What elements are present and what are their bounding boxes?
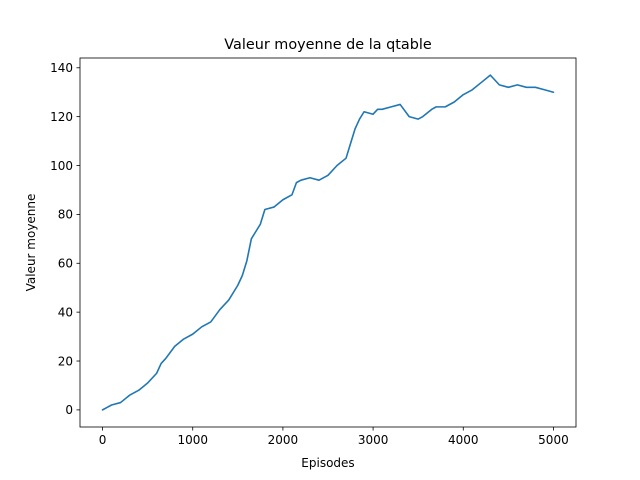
chart-title: Valeur moyenne de la qtable [224,37,432,53]
y-tick-label: 80 [58,208,73,222]
y-tick-label: 100 [50,159,73,173]
y-axis-label: Valeur moyenne [24,194,38,292]
y-tick-label: 120 [50,110,73,124]
y-tick-label: 0 [65,403,73,417]
x-tick-label: 5000 [538,433,569,447]
x-axis-ticks: 0 1000 2000 3000 4000 5000 [99,427,569,447]
plot-frame [79,57,577,428]
y-tick-label: 20 [58,354,73,368]
x-tick-label: 3000 [358,433,389,447]
x-tick-label: 4000 [448,433,479,447]
y-tick-label: 60 [58,257,73,271]
series-line-0 [101,74,555,411]
plot-area [101,74,555,411]
x-tick-label: 0 [99,433,107,447]
y-tick-label: 40 [58,305,73,319]
x-tick-label: 1000 [177,433,208,447]
y-tick-label: 140 [50,61,73,75]
y-axis-ticks: 0 20 40 60 80 100 120 140 [50,61,80,417]
x-axis-label: Episodes [301,456,354,470]
x-tick-label: 2000 [268,433,299,447]
